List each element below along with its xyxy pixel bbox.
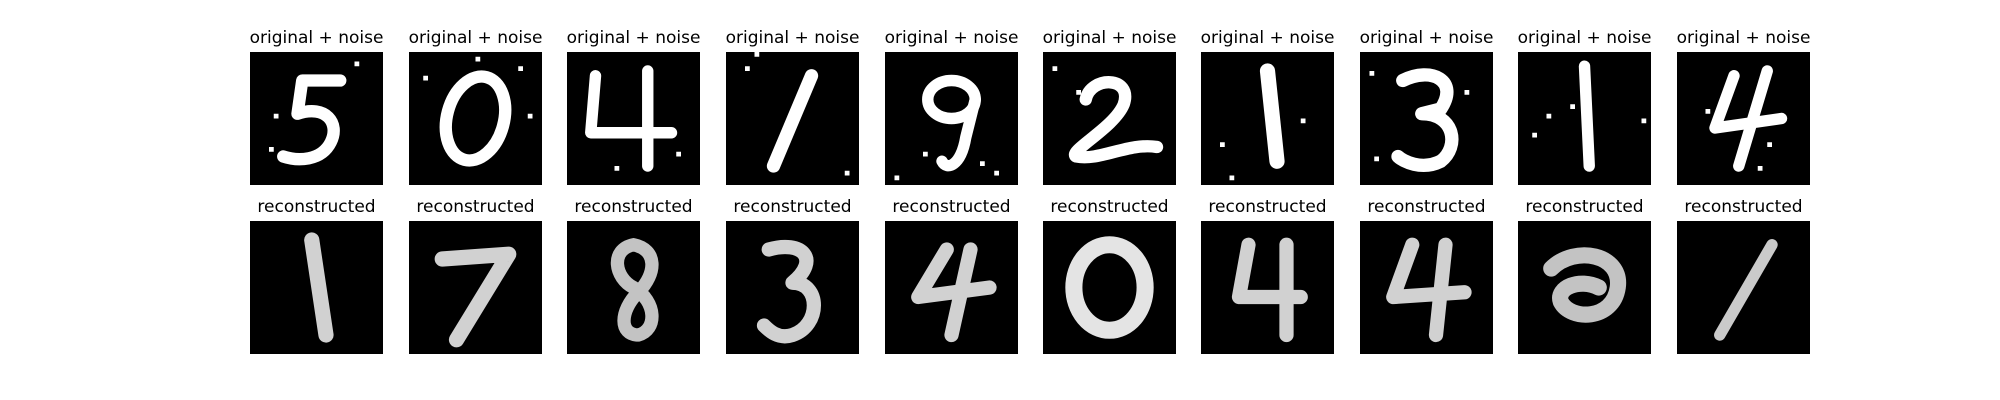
reconstructed-digit-image: [1201, 221, 1334, 354]
panel-title: original + noise: [884, 28, 1019, 48]
noisy-digit-image: [250, 52, 383, 185]
panel-title: original + noise: [566, 28, 701, 48]
panel-title: reconstructed: [892, 197, 1011, 217]
noisy-digit-image: [1677, 52, 1810, 185]
reconstructed-digit-image: [1677, 221, 1810, 354]
panel-title: reconstructed: [1367, 197, 1486, 217]
reconstructed-digit-image: [726, 221, 859, 354]
panel-title: original + noise: [249, 28, 384, 48]
noisy-digit-image: [567, 52, 700, 185]
noisy-digit-image: [726, 52, 859, 185]
panel-title: original + noise: [1517, 28, 1652, 48]
panel-title: reconstructed: [1050, 197, 1169, 217]
panel-title: reconstructed: [1684, 197, 1803, 217]
noisy-digit-image: [1360, 52, 1493, 185]
reconstructed-digit-image: [1360, 221, 1493, 354]
panel-title: original + noise: [1359, 28, 1494, 48]
noisy-digit-image: [1043, 52, 1176, 185]
panel-title: reconstructed: [257, 197, 376, 217]
reconstructed-digit-image: [567, 221, 700, 354]
noisy-digit-image: [409, 52, 542, 185]
panel-title: original + noise: [1200, 28, 1335, 48]
panel-title: reconstructed: [1208, 197, 1327, 217]
noisy-digit-image: [1518, 52, 1651, 185]
panel-title: reconstructed: [574, 197, 693, 217]
panel-title: original + noise: [408, 28, 543, 48]
reconstructed-digit-image: [1518, 221, 1651, 354]
noisy-digit-image: [885, 52, 1018, 185]
panel-title: reconstructed: [733, 197, 852, 217]
panel-title: original + noise: [1042, 28, 1177, 48]
panel-title: original + noise: [725, 28, 860, 48]
panel-title: original + noise: [1676, 28, 1811, 48]
panel-title: reconstructed: [416, 197, 535, 217]
noisy-digit-image: [1201, 52, 1334, 185]
reconstructed-digit-image: [250, 221, 383, 354]
reconstructed-digit-image: [1043, 221, 1176, 354]
reconstructed-digit-image: [409, 221, 542, 354]
reconstructed-digit-image: [885, 221, 1018, 354]
panel-title: reconstructed: [1525, 197, 1644, 217]
